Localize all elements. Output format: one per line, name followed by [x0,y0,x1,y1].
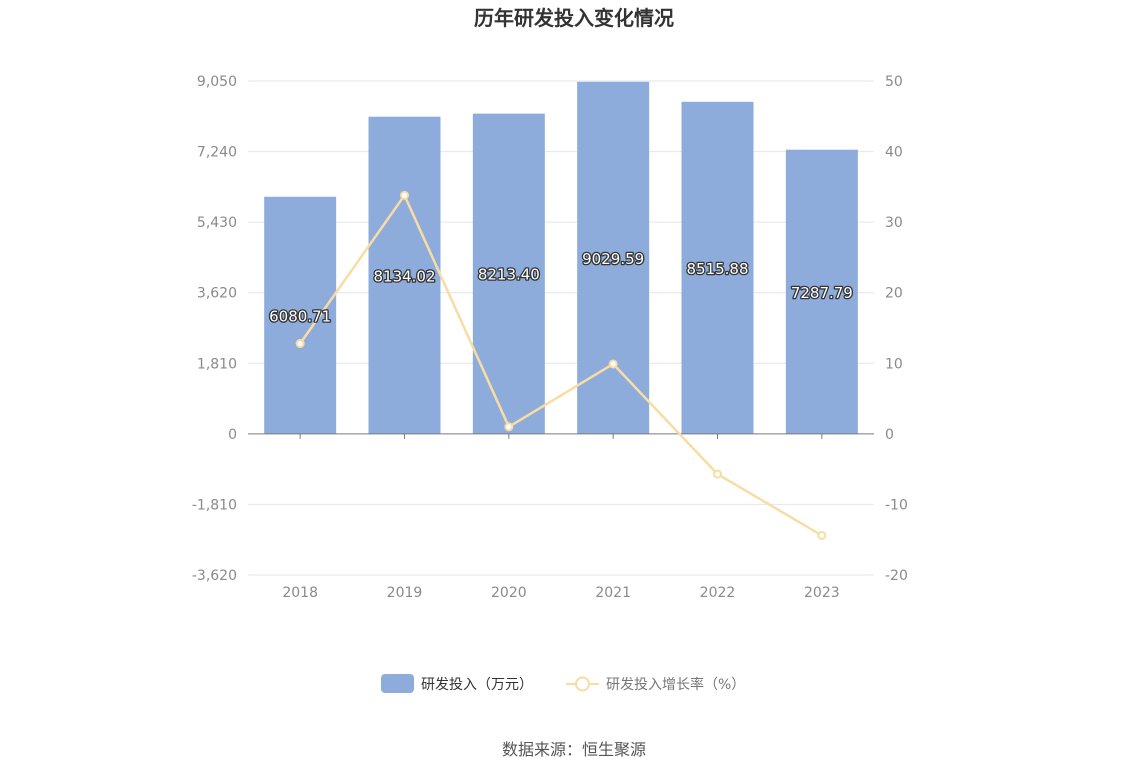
left-y-tick-label: 3,620 [197,286,237,302]
bar [681,101,754,434]
left-y-tick-label: 1,810 [197,356,237,372]
left-y-tick-label: 0 [228,427,237,443]
x-tick-label: 2018 [282,585,318,601]
right-y-tick-label: -10 [885,497,908,513]
left-y-tick-label: -1,810 [192,497,237,513]
bar-series [264,81,858,434]
bar-data-label: 8134.02 [373,267,435,285]
legend-bar-label: 研发投入（万元） [421,677,533,693]
growth-rate-point [400,190,409,200]
bar [264,196,337,434]
growth-rate-point [608,359,618,369]
right-y-tick-label: 10 [885,356,903,372]
legend: 研发投入（万元） 研发投入增长率（%） [381,674,745,693]
left-y-tick-label: 9,050 [197,74,237,90]
x-tick-label: 2021 [595,585,631,601]
growth-rate-point [504,422,514,432]
bar [577,81,650,434]
bar-data-label: 6080.71 [269,307,331,325]
bar [785,149,858,434]
bar-data-label: 8515.88 [686,260,748,278]
x-tick-label: 2022 [700,585,736,601]
x-tick-label: 2019 [387,585,423,601]
bar [368,116,441,434]
data-source: 数据来源：恒生聚源 [502,740,646,759]
left-y-tick-label: 7,240 [197,145,237,161]
growth-rate-line [299,192,823,537]
x-axis: 2018 2019 2020 2021 2022 2023 [282,585,839,601]
left-y-tick-label: 5,430 [197,215,237,231]
x-tick-label: 2020 [491,585,527,601]
bar-data-label: 8213.40 [478,266,540,284]
bar [472,113,545,434]
right-y-tick-label: 30 [885,215,903,231]
legend-item-bar[interactable]: 研发投入（万元） [381,674,533,693]
legend-item-line[interactable]: 研发投入增长率（%） [566,676,745,693]
legend-line-label: 研发投入增长率（%） [606,676,745,693]
bar-data-label: 9029.59 [582,250,644,268]
right-y-tick-label: 40 [885,145,903,161]
legend-bar-swatch [381,674,414,693]
grid-lines [248,80,874,576]
line-series [295,190,827,540]
bar-data-label: 7287.79 [791,284,853,302]
left-y-tick-label: -3,620 [192,568,237,584]
bar-data-labels: 6080.71 8134.02 8213.40 9029.59 8515.88 7287.… [268,249,854,327]
x-tick-label: 2023 [804,585,840,601]
right-y-tick-label: -20 [885,568,908,584]
left-y-axis: 9,050 7,240 5,430 3,620 1,810 0 -1,810 -3,620 [192,74,237,584]
x-axis-line [248,433,874,439]
right-y-tick-label: 50 [885,74,903,90]
growth-rate-point [817,530,827,540]
right-y-tick-label: 20 [885,286,903,302]
right-y-tick-label: 0 [885,427,894,443]
chart-title: 历年研发投入变化情况 [474,6,674,30]
growth-rate-point [713,469,722,479]
right-y-axis: 50 40 30 20 10 0 -10 -20 [885,74,908,584]
legend-line-marker [575,676,590,692]
growth-rate-point [295,339,305,349]
